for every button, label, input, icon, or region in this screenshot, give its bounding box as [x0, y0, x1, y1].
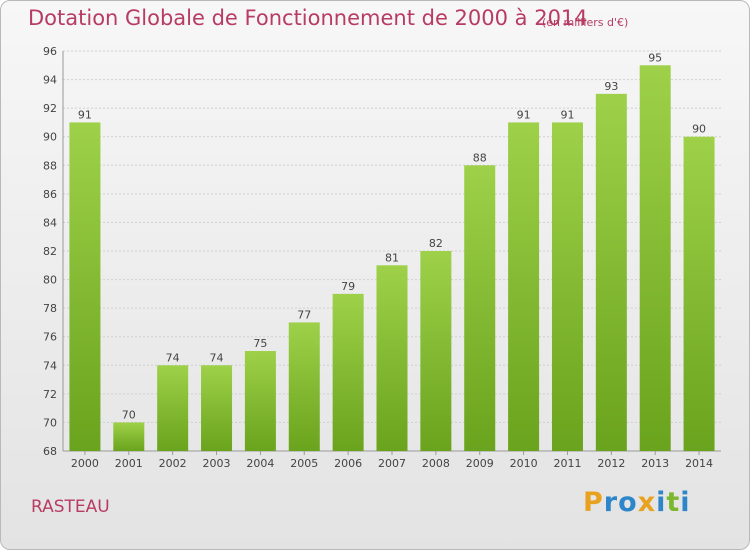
bar-2014 — [683, 136, 715, 451]
y-tick-label: 74 — [43, 359, 57, 372]
data-label-2001: 70 — [122, 408, 136, 421]
bar-2001 — [113, 422, 145, 451]
y-tick-label: 76 — [43, 331, 57, 344]
x-tick-label-2001: 2001 — [115, 457, 143, 470]
bar-2011 — [551, 122, 583, 451]
bar-2002 — [157, 365, 189, 451]
data-label-2002: 74 — [166, 351, 180, 364]
bar-2010 — [508, 122, 540, 451]
data-label-2014: 90 — [692, 123, 706, 136]
bar-2012 — [595, 93, 627, 451]
data-label-2003: 74 — [210, 351, 224, 364]
data-label-2005: 77 — [297, 308, 311, 321]
y-tick-label: 94 — [43, 74, 57, 87]
y-tick-label: 80 — [43, 274, 57, 287]
bar-2000 — [69, 122, 101, 451]
commune-name: RASTEAU — [31, 497, 110, 517]
x-tick-label-2006: 2006 — [334, 457, 362, 470]
data-label-2010: 91 — [517, 108, 531, 121]
data-label-2009: 88 — [473, 151, 487, 164]
logo-letter: P — [583, 487, 604, 518]
x-tick-label-2012: 2012 — [597, 457, 625, 470]
logo-letter: i — [656, 487, 667, 518]
x-tick-label-2011: 2011 — [553, 457, 581, 470]
data-label-2004: 75 — [253, 337, 267, 350]
y-tick-label: 86 — [43, 188, 57, 201]
y-tick-label: 88 — [43, 159, 57, 172]
x-tick-label-2009: 2009 — [466, 457, 494, 470]
data-label-2011: 91 — [560, 108, 574, 121]
y-tick-label: 78 — [43, 302, 57, 315]
bar-2006 — [332, 293, 364, 451]
logo-letter: r — [603, 487, 619, 518]
y-tick-label: 92 — [43, 102, 57, 115]
y-tick-label: 70 — [43, 416, 57, 429]
bar-2013 — [639, 65, 671, 452]
bar-2005 — [288, 322, 320, 451]
logo-letter: t — [666, 487, 681, 518]
data-label-2008: 82 — [429, 237, 443, 250]
x-tick-label-2005: 2005 — [290, 457, 318, 470]
bar-2008 — [420, 251, 452, 451]
logo-letter: i — [680, 487, 691, 518]
data-label-2012: 93 — [604, 80, 618, 93]
x-tick-label-2000: 2000 — [71, 457, 99, 470]
data-label-2007: 81 — [385, 251, 399, 264]
data-label-2013: 95 — [648, 51, 662, 64]
x-tick-label-2004: 2004 — [246, 457, 274, 470]
proxiti-logo: Proxiti — [583, 487, 691, 518]
x-tick-label-2010: 2010 — [510, 457, 538, 470]
y-tick-label: 84 — [43, 216, 57, 229]
chart-subtitle: (en milliers d'€) — [542, 16, 629, 29]
y-tick-label: 68 — [43, 445, 57, 458]
x-tick-label-2003: 2003 — [203, 457, 231, 470]
x-tick-label-2007: 2007 — [378, 457, 406, 470]
x-tick-label-2008: 2008 — [422, 457, 450, 470]
logo-letter: o — [618, 487, 638, 518]
y-tick-label: 90 — [43, 131, 57, 144]
x-tick-label-2002: 2002 — [159, 457, 187, 470]
data-label-2000: 91 — [78, 108, 92, 121]
bar-2007 — [376, 265, 408, 451]
chart-title: Dotation Globale de Fonctionnement de 20… — [28, 6, 588, 30]
y-tick-label: 96 — [43, 45, 57, 58]
x-tick-label-2013: 2013 — [641, 457, 669, 470]
x-tick-label-2014: 2014 — [685, 457, 713, 470]
y-tick-label: 82 — [43, 245, 57, 258]
bar-2009 — [464, 165, 496, 452]
data-label-2006: 79 — [341, 280, 355, 293]
bar-2003 — [201, 365, 233, 451]
logo-letter: x — [637, 487, 657, 518]
bar-2004 — [244, 351, 276, 451]
y-tick-label: 72 — [43, 388, 57, 401]
